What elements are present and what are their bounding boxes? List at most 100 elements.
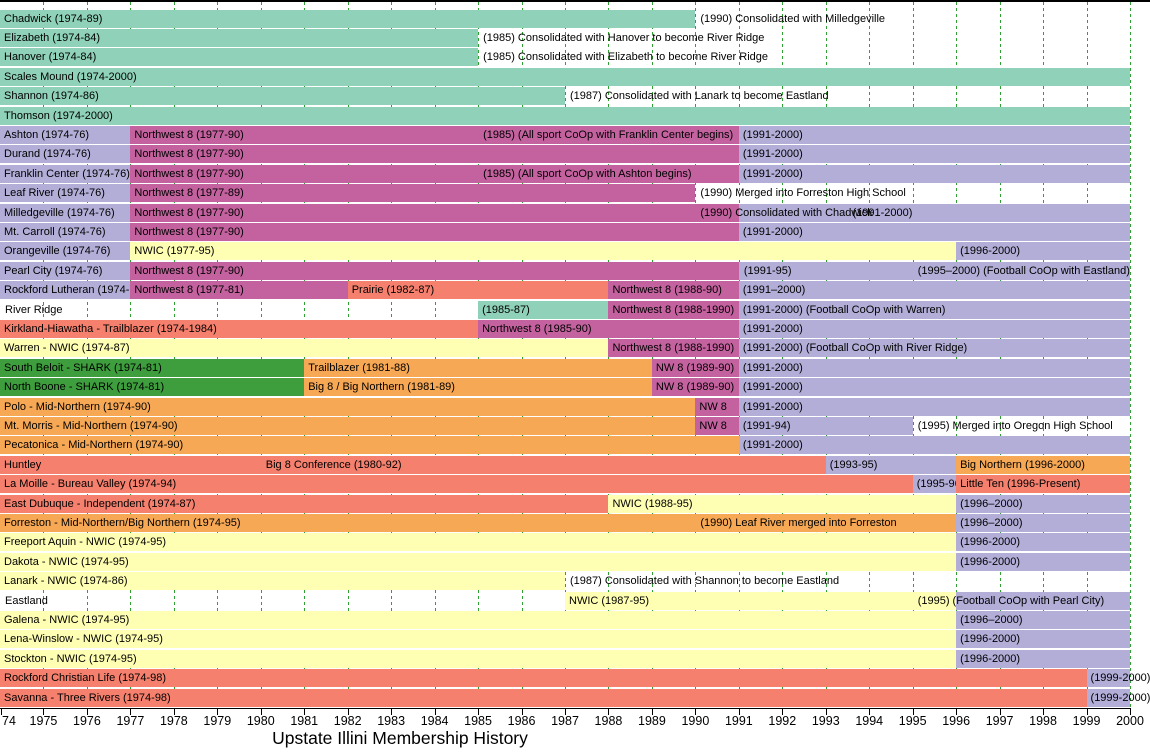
bar-label: (1991-2000) (742, 400, 803, 413)
bar-label: (1991-2000) (742, 167, 803, 180)
bar-segment: Big 8 / Big Northern (1981-89) (304, 378, 652, 397)
bar-label: South Beloit - SHARK (1974-81) (4, 361, 162, 374)
axis-tick-label: 1984 (420, 714, 449, 728)
bar-label: (1996-2000) (960, 536, 1021, 549)
bar-label: (1996–2000) (960, 516, 1023, 529)
bar-label: Northwest 8 (1988-1990) (612, 342, 735, 355)
bar-segment: Leaf River (1974-76) (0, 184, 131, 203)
axis-tick (825, 709, 827, 715)
bar-segment: (1991-94) (738, 416, 913, 435)
row-annotation: (1985) Consolidated with Elizabeth to be… (483, 51, 768, 64)
bar-label: (1991-2000) (Football CoOp with River Ri… (742, 342, 968, 355)
bar-segment: (1991-2000) (Football CoOp with Warren) (738, 300, 1130, 319)
bar-segment: Northwest 8 (1988-1990) (608, 339, 739, 358)
bar-segment: (1996–2000) (956, 513, 1130, 532)
bar-segment: (1991-2000) (738, 358, 1130, 377)
bar-segment: Northwest 8 (1985-90) (478, 319, 739, 338)
bar-label: Big 8 / Big Northern (1981-89) (308, 381, 455, 394)
axis-tick (999, 709, 1001, 715)
bar-segment: Big Northern (1996-2000) (956, 455, 1130, 474)
bar-segment: (1991-2000) (738, 397, 1130, 416)
row-annotation: (1990) Leaf River merged into Forreston (700, 516, 897, 529)
axis-tick (1043, 709, 1045, 715)
bar-segment: Savanna - Three Rivers (1974-98) (0, 688, 1087, 707)
bar-segment: Hanover (1974-84) (0, 48, 479, 67)
bar-label: Prairie (1982-87) (351, 284, 435, 297)
axis-tick (608, 709, 610, 715)
bar-segment: (1991-2000) (738, 145, 1130, 164)
bar-label: North Boone - SHARK (1974-81) (4, 381, 165, 394)
bar-label: (1993-95) (829, 458, 878, 471)
timeline-row: Chadwick (1974-89) (1990) Consolidated wi… (0, 9, 1150, 28)
row-annotation: (1985) (All sport CoOp with Franklin Cen… (483, 128, 734, 141)
row-annotation: (1985) Consolidated with Hanover to beco… (483, 31, 765, 44)
bar-segment: Northwest 8 (1977-90) (130, 261, 739, 280)
axis-tick (43, 709, 45, 715)
bar-label: (1991-2000) (742, 439, 803, 452)
bar-segment: (1996-2000) (956, 533, 1130, 552)
bar-label: Franklin Center (1974-76) (4, 167, 130, 180)
bar-segment: Freeport Aquin - NWIC (1974-95) (0, 533, 957, 552)
bar-segment: (1996-2000) (956, 552, 1130, 571)
timeline-row: Hanover (1974-84) (1985) Consolidated wit… (0, 48, 1150, 67)
bar-segment: Pearl City (1974-76) (0, 261, 131, 280)
timeline-row: Rockford Lutheran (1974-76) Northwest 8 (… (0, 281, 1150, 300)
bar-segment: Chadwick (1974-89) (0, 9, 696, 28)
bar-segment: Galena - NWIC (1974-95) (0, 610, 957, 629)
timeline-row: Elizabeth (1974-84) (1985) Consolidated w… (0, 28, 1150, 47)
bar-segment: Lanark - NWIC (1974-86) (0, 572, 565, 591)
bar-segment: East Dubuque - Independent (1974-87) (0, 494, 609, 513)
axis-tick (304, 709, 306, 715)
bar-label: Lanark - NWIC (1974-86) (4, 575, 128, 588)
axis-tick-label: 1992 (768, 714, 797, 728)
timeline-row: Mt. Carroll (1974-76) Northwest 8 (1977-9… (0, 222, 1150, 241)
bar-label: NWIC (1987-95) (569, 594, 650, 607)
timeline-row: Pecatonica - Mid-Northern (1974-90) (1991… (0, 436, 1150, 455)
bar-label: Savanna - Three Rivers (1974-98) (4, 691, 171, 704)
bar-label: NW 8 (699, 400, 727, 413)
bar-segment: Prairie (1982-87) (347, 281, 609, 300)
year-gridline (1130, 2, 1131, 708)
bar-segment: Kirkland-Hiawatha - Trailblazer (1974-19… (0, 319, 479, 338)
axis-tick (173, 709, 175, 715)
bar-segment: NW 8 (1989-90) (651, 378, 739, 397)
row-annotation: (1991-95) (743, 264, 792, 277)
bar-label: (1999-2000) (1090, 691, 1150, 704)
axis-tick-label: 1981 (290, 714, 319, 728)
axis-tick-label: 1982 (333, 714, 362, 728)
bar-segment (956, 591, 1130, 610)
bar-segment: Stockton - NWIC (1974-95) (0, 649, 957, 668)
timeline-row: (1985-87) Northwest 8 (1988-1990) (1991-20… (0, 300, 1150, 319)
bar-segment: Northwest 8 (1977-90) (130, 203, 739, 222)
row-annotation: (1991-2000) (852, 206, 913, 219)
axis-tick (478, 709, 480, 715)
bar-segment: Northwest 8 (1977-90) (130, 222, 739, 241)
timeline-row: Shannon (1974-86) (1987) Consolidated wit… (0, 87, 1150, 106)
axis-tick (869, 709, 871, 715)
bar-segment: La Moille - Bureau Valley (1974-94) (0, 475, 913, 494)
bar-label: Hanover (1974-84) (4, 51, 97, 64)
bar-segment: Rockford Christian Life (1974-98) (0, 669, 1087, 688)
axis-tick-label: 1978 (159, 714, 188, 728)
bar-segment: Northwest 8 (1977-90) (130, 164, 739, 183)
bar-segment: South Beloit - SHARK (1974-81) (0, 358, 305, 377)
axis-tick-label: 2000 (1116, 714, 1144, 728)
axis-tick (912, 709, 914, 715)
row-annotation: Eastland (5, 594, 48, 607)
bar-label: Kirkland-Hiawatha - Trailblazer (1974-19… (4, 322, 217, 335)
bar-label: (1991-2000) (Football CoOp with Warren) (742, 303, 946, 316)
axis-tick (217, 709, 219, 715)
axis-tick-label: 1979 (203, 714, 232, 728)
timeline-row: Galena - NWIC (1974-95) (1996–2000) (0, 610, 1150, 629)
bar-segment: Rockford Lutheran (1974-76) (0, 281, 145, 300)
bar-label: Northwest 8 (1977-90) (134, 148, 244, 161)
timeline-row: Ashton (1974-76) Northwest 8 (1977-90) (19… (0, 125, 1150, 144)
bar-label: Northwest 8 (1977-90) (134, 167, 244, 180)
bar-segment: (1996-2000) (956, 649, 1130, 668)
axis-tick-label: 1995 (898, 714, 927, 728)
bar-segment: Shannon (1974-86) (0, 87, 565, 106)
x-axis-line (0, 708, 1131, 709)
bar-segment: Thomson (1974-2000) (0, 106, 1130, 125)
timeline-row: Savanna - Three Rivers (1974-98) (1999-20… (0, 688, 1150, 707)
timeline-row: Pearl City (1974-76) Northwest 8 (1977-90… (0, 261, 1150, 280)
